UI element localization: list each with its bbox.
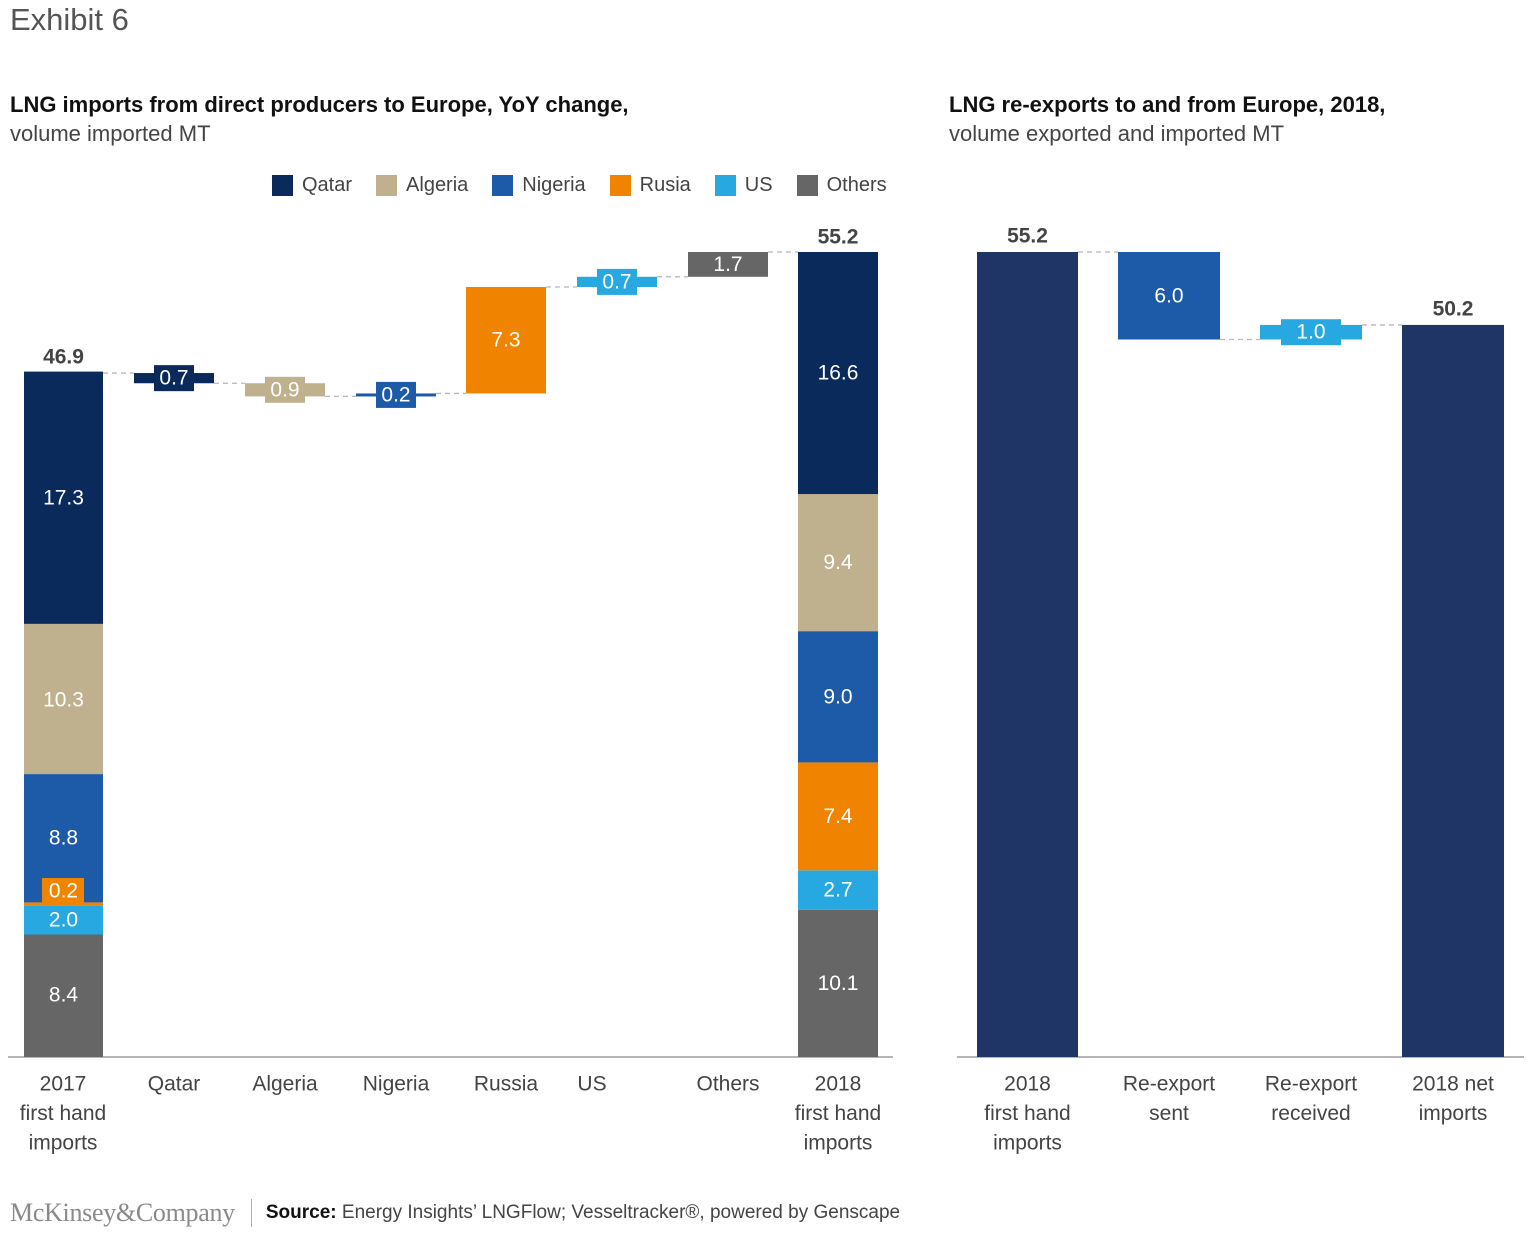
legend-item-us: US bbox=[714, 174, 773, 197]
waterfall-bar-2018-net-imports bbox=[1402, 324, 1504, 1058]
stack-segment-2018-russia bbox=[798, 762, 878, 871]
legend-label: Others bbox=[826, 174, 887, 196]
footer: McKinsey&Company Source: Energy Insights… bbox=[10, 1198, 900, 1228]
data-label-2017-qatar: 17.3 bbox=[43, 487, 84, 510]
source-note: Source: Energy Insights’ LNGFlow; Vessel… bbox=[266, 1202, 900, 1224]
data-label-2018-russia: 7.4 bbox=[823, 805, 853, 828]
x-tick-label: Nigeria bbox=[363, 1073, 430, 1096]
x-tick-label: Qatar bbox=[148, 1073, 201, 1096]
stack-segment-2018-others bbox=[798, 909, 878, 1057]
stack-segment-2017-others bbox=[24, 934, 103, 1057]
legend-item-qatar: Qatar bbox=[272, 174, 352, 197]
total-label: 50.2 bbox=[1433, 297, 1474, 320]
stack-segment-2017-qatar bbox=[24, 371, 103, 624]
x-tick-label: Russia bbox=[474, 1073, 539, 1096]
data-label-box bbox=[1281, 319, 1341, 346]
data-label-2018-algeria: 9.4 bbox=[823, 551, 853, 574]
x-tick-label: US bbox=[577, 1073, 606, 1096]
data-label-box bbox=[42, 878, 84, 904]
data-label-box bbox=[154, 365, 194, 392]
left-chart-subtitle: volume imported MT bbox=[10, 121, 211, 146]
right-chart-title: LNG re-exports to and from Europe, 2018, bbox=[949, 92, 1386, 117]
data-label-box bbox=[597, 268, 637, 295]
data-label-others: 1.7 bbox=[713, 253, 742, 276]
x-tick-label: imports bbox=[1419, 1102, 1488, 1125]
x-tick-label: Others bbox=[696, 1073, 759, 1096]
x-tick-label: 2018 bbox=[1004, 1073, 1051, 1096]
x-tick-label: imports bbox=[804, 1132, 873, 1155]
data-label-box bbox=[376, 381, 416, 408]
stack-segment-2018-us bbox=[798, 870, 878, 910]
data-label-box bbox=[24, 906, 103, 934]
square-swatch-icon bbox=[714, 175, 736, 196]
x-tick-label: 2018 bbox=[815, 1073, 862, 1096]
x-tick-label: Re-export bbox=[1265, 1073, 1357, 1096]
data-label-2017-others: 8.4 bbox=[49, 984, 79, 1007]
legend-item-algeria: Algeria bbox=[376, 174, 468, 197]
source-text: Energy Insights’ LNGFlow; Vesseltracker®… bbox=[341, 1202, 901, 1223]
data-label-us: 0.7 bbox=[602, 270, 631, 293]
x-tick-label: Re-export bbox=[1123, 1073, 1215, 1096]
data-label-2018-us: 2.7 bbox=[823, 879, 852, 902]
stack-segment-2018-algeria bbox=[798, 494, 878, 632]
data-label-2018-nigeria: 9.0 bbox=[823, 685, 852, 708]
waterfall-bar-re-export-sent bbox=[1118, 252, 1220, 340]
data-label-2018-qatar: 16.6 bbox=[818, 362, 859, 385]
x-tick-label: first hand bbox=[20, 1102, 106, 1125]
data-label-nigeria: 0.2 bbox=[381, 383, 410, 406]
x-tick-label: first hand bbox=[795, 1102, 881, 1125]
data-label-box bbox=[265, 376, 305, 403]
mckinsey-logo: McKinsey&Company bbox=[10, 1198, 235, 1227]
x-tick-label: 2018 net bbox=[1412, 1073, 1494, 1096]
total-label: 55.2 bbox=[1007, 225, 1048, 248]
x-tick-label: 2017 bbox=[40, 1073, 87, 1096]
chart-legend: Qatar Algeria Nigeria Rusia US Others bbox=[272, 174, 911, 197]
waterfall-bar-2018-first-hand-imports bbox=[977, 252, 1078, 1057]
data-label-algeria: 0.9 bbox=[270, 378, 299, 401]
square-swatch-icon bbox=[796, 175, 818, 196]
x-tick-label: received bbox=[1271, 1102, 1350, 1125]
square-swatch-icon bbox=[376, 175, 398, 196]
stack-segment-2018-nigeria bbox=[798, 631, 878, 763]
legend-item-russia: Rusia bbox=[609, 174, 691, 197]
legend-item-nigeria: Nigeria bbox=[492, 174, 586, 197]
data-label-qatar: 0.7 bbox=[159, 367, 188, 390]
legend-label: Qatar bbox=[302, 174, 353, 196]
x-tick-label: imports bbox=[993, 1132, 1062, 1155]
legend-label: US bbox=[744, 174, 773, 196]
total-label-2017: 46.9 bbox=[43, 346, 84, 369]
total-label-2018: 55.2 bbox=[818, 226, 859, 249]
x-tick-label: sent bbox=[1149, 1102, 1189, 1125]
data-label-2017-nigeria: 8.8 bbox=[49, 827, 78, 850]
data-label-2018-others: 10.1 bbox=[818, 972, 859, 995]
data-label-re-export-received: 1.0 bbox=[1296, 321, 1325, 344]
square-swatch-icon bbox=[609, 175, 631, 196]
stack-segment-2018-qatar bbox=[798, 252, 878, 495]
x-tick-label: first hand bbox=[984, 1102, 1070, 1125]
source-label: Source: bbox=[265, 1202, 337, 1223]
data-label-russia: 7.3 bbox=[491, 329, 520, 352]
legend-label: Rusia bbox=[639, 174, 691, 196]
x-tick-label: imports bbox=[29, 1132, 98, 1155]
x-tick-label: Algeria bbox=[252, 1073, 318, 1096]
legend-label: Algeria bbox=[406, 174, 469, 196]
stack-segment-2017-algeria bbox=[24, 623, 103, 775]
square-swatch-icon bbox=[272, 175, 293, 196]
right-chart-subtitle: volume exported and imported MT bbox=[949, 121, 1285, 146]
waterfall-bar-others bbox=[688, 252, 768, 277]
legend-item-others: Others bbox=[796, 174, 887, 197]
exhibit-title: Exhibit 6 bbox=[10, 2, 129, 37]
footer-divider bbox=[250, 1199, 252, 1227]
data-label-2017-russia: 0.2 bbox=[49, 880, 78, 903]
data-label-2017-us: 2.0 bbox=[49, 909, 78, 932]
square-swatch-icon bbox=[492, 175, 514, 196]
left-chart-title: LNG imports from direct producers to Eur… bbox=[10, 92, 629, 117]
data-label-2017-algeria: 10.3 bbox=[43, 689, 84, 712]
waterfall-bar-russia bbox=[466, 287, 546, 394]
legend-label: Nigeria bbox=[522, 174, 586, 196]
data-label-re-export-sent: 6.0 bbox=[1154, 284, 1183, 307]
